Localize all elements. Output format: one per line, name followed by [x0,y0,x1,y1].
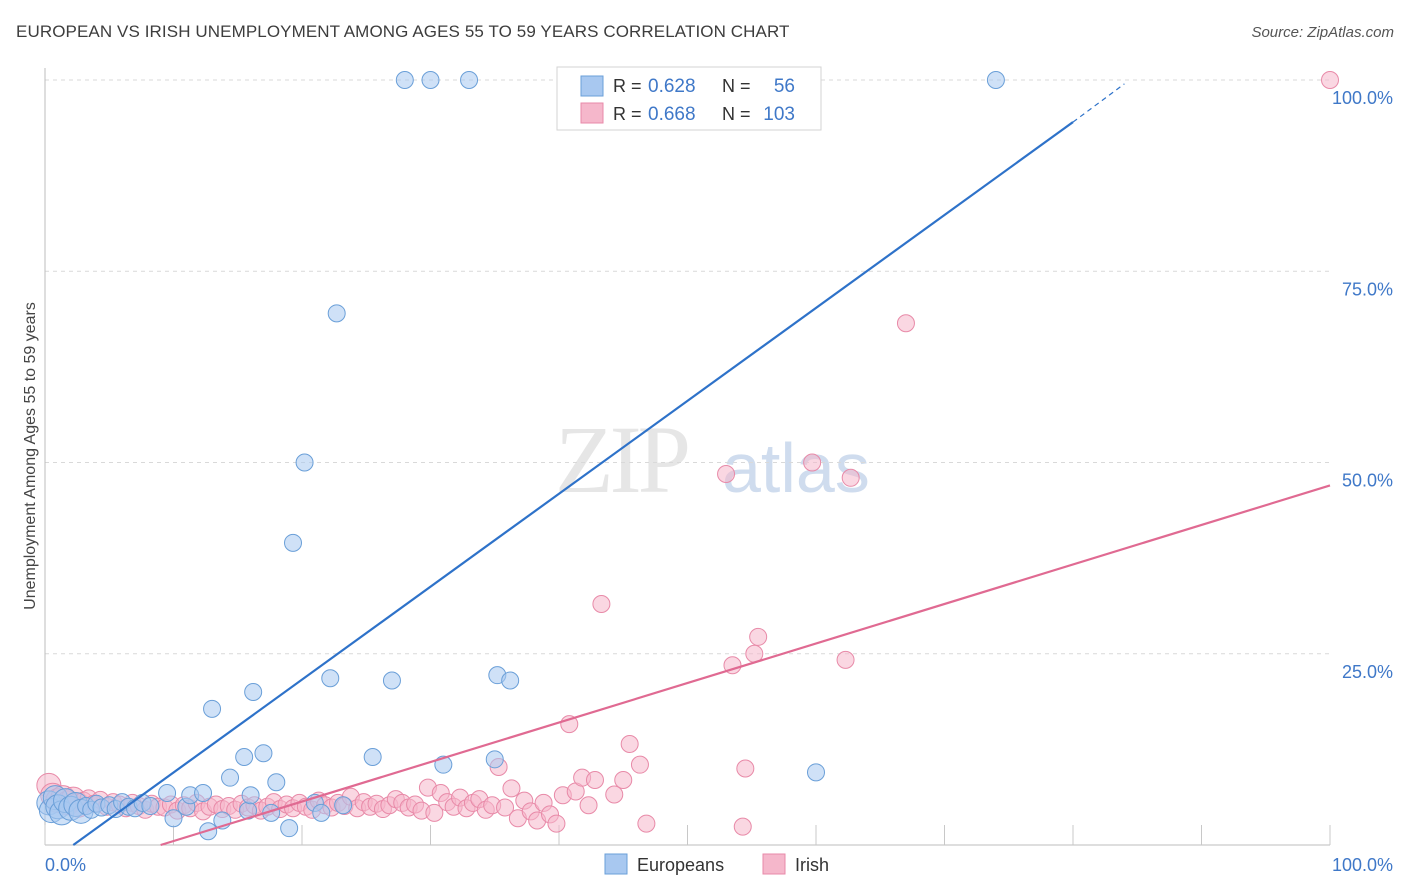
y-tick-label-100: 100.0% [1332,88,1393,108]
european-point-50 [485,750,504,769]
stats-box: R = 0.628 N = 56 R = 0.668 N = 103 [556,66,822,131]
european-point-35 [267,773,286,792]
irish-point-89 [605,785,624,804]
legend-swatch-irish [762,853,786,875]
european-point-21 [164,809,183,828]
european-point-43 [334,796,353,815]
legend-label-europeans: Europeans [637,855,724,875]
european-point-54 [807,763,825,782]
irish-point-86 [579,796,598,815]
irish-point-94 [717,464,736,483]
stats-r-label-irish: R = [613,104,642,124]
irish-trend-line [160,484,1331,847]
irish-point-104 [1321,71,1339,89]
european-point-20 [158,783,177,802]
legend-swatch-europeans [604,853,628,875]
y-tick-labels: 100.0% 75.0% 50.0% 25.0% [1332,88,1393,682]
y-tick-label-75: 75.0% [1342,279,1393,299]
european-point-28 [221,768,240,787]
stats-n-value-europeans: 56 [774,76,795,97]
european-point-29 [235,748,254,767]
irish-point-92 [630,755,649,774]
source-label: Source: ZipAtlas.com [1251,24,1394,41]
european-point-55 [986,71,1005,89]
european-trend-extension [1072,83,1125,123]
stats-n-value-irish: 103 [763,104,795,125]
trend-lines [72,83,1331,847]
irish-point-101 [836,650,855,669]
irish-point-90 [614,770,633,789]
irish-point-102 [841,468,860,487]
european-point-45 [382,671,401,690]
y-axis-title: Unemployment Among Ages 55 to 59 years [22,302,39,610]
stats-n-label-irish: N = [722,104,751,124]
european-trend-line [72,121,1074,846]
european-point-41 [321,669,340,688]
european-point-42 [327,304,346,323]
european-point-32 [244,683,263,701]
european-point-52 [501,671,520,690]
european-point-40 [312,803,331,822]
stats-swatch-irish [580,102,604,124]
european-point-31 [241,786,260,805]
european-point-26 [203,699,222,718]
watermark-atlas: atlas [722,429,870,507]
irish-point-103 [896,314,915,333]
watermark-zip: ZIP [555,406,688,513]
irish-point-100 [803,453,822,472]
european-point-38 [295,453,314,472]
irish-point-88 [592,595,611,614]
irish-point-62 [425,803,444,822]
european-point-44 [363,748,382,767]
irish-points [36,71,1339,836]
stats-n-label-europeans: N = [722,76,751,96]
gridlines [45,79,1330,655]
european-point-46 [395,71,414,89]
european-point-33 [254,744,273,763]
irish-point-91 [620,735,639,754]
irish-point-93 [637,814,656,833]
irish-point-99 [749,627,768,646]
stats-r-value-irish: 0.668 [648,104,696,125]
irish-point-96 [733,817,752,836]
irish-point-74 [502,779,521,798]
irish-point-73 [496,798,515,817]
x-tick-label-min: 0.0% [45,855,86,875]
european-point-36 [280,819,299,838]
legend-label-irish: Irish [795,855,829,875]
european-point-19 [141,796,160,815]
european-point-49 [460,71,479,89]
european-point-47 [421,71,440,89]
irish-point-81 [547,814,566,833]
stats-swatch-europeans [580,75,604,97]
y-tick-label-25: 25.0% [1342,662,1393,682]
x-axis-ticks [44,825,1331,845]
irish-point-87 [585,770,604,789]
irish-point-97 [736,759,755,778]
chart-title: EUROPEAN VS IRISH UNEMPLOYMENT AMONG AGE… [16,22,790,41]
watermark: ZIP atlas [555,406,870,513]
stats-r-label-europeans: R = [613,76,642,96]
european-point-37 [284,533,303,552]
y-tick-label-50: 50.0% [1342,471,1393,491]
european-point-24 [194,783,213,802]
stats-r-value-europeans: 0.628 [648,76,696,97]
legend: Europeans Irish [604,853,829,875]
x-tick-label-max: 100.0% [1332,855,1393,875]
